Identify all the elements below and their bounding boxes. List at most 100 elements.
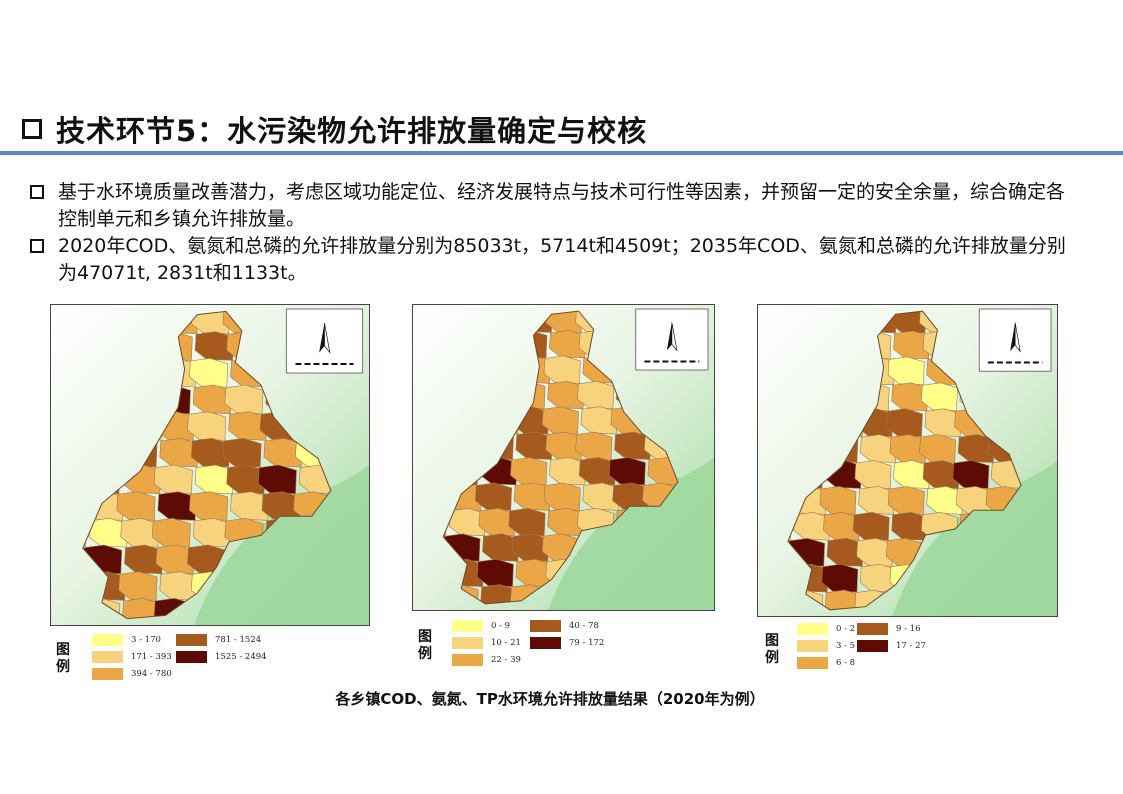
map-frame — [757, 304, 1058, 617]
township-region — [893, 460, 931, 489]
township-region — [819, 486, 857, 515]
legend-swatch — [176, 651, 207, 663]
legend-item: 1525 - 2494 — [176, 651, 267, 663]
legend-label: 781 - 1524 — [215, 635, 262, 645]
township-region — [153, 464, 193, 495]
township-region — [476, 558, 514, 587]
legend-swatch — [530, 637, 561, 649]
legend-swatch — [452, 654, 483, 666]
legend-label: 0 - 9 — [491, 621, 511, 631]
legend-item: 79 - 172 — [530, 637, 604, 649]
township-region — [151, 517, 191, 548]
township-region — [920, 382, 958, 412]
map-legend: 图例 3 - 170 171 - 393 394 - 780 781 - 152… — [50, 626, 370, 682]
legend-item: 0 - 2 — [797, 623, 855, 635]
township-region — [856, 537, 894, 567]
legend-item: 171 - 393 — [92, 651, 172, 663]
township-region — [222, 437, 262, 468]
legend-swatch — [452, 620, 483, 632]
township-region — [187, 411, 227, 441]
legend-swatch — [452, 637, 483, 649]
township-region — [577, 380, 615, 410]
legend-item: 9 - 16 — [857, 623, 921, 635]
township-region — [885, 408, 923, 437]
township-region — [893, 330, 931, 360]
north-arrow-icon — [978, 308, 1052, 372]
bullet-square-icon — [30, 239, 44, 253]
township-region — [448, 507, 486, 537]
legend-item: 394 - 780 — [92, 668, 172, 680]
map-panel-cod: 图例 3 - 170 171 - 393 394 - 780 781 - 152… — [50, 304, 370, 682]
township-region — [443, 507, 447, 537]
map-frame — [50, 304, 370, 626]
legend-item: 40 - 78 — [530, 620, 599, 632]
township-region — [224, 384, 264, 415]
township-region — [226, 464, 266, 495]
township-region — [793, 511, 831, 541]
township-region — [157, 491, 197, 521]
legend-label: 3 - 5 — [836, 641, 856, 651]
township-region — [547, 380, 585, 410]
township-region — [82, 517, 87, 548]
township-region — [578, 457, 617, 486]
region-map — [51, 305, 369, 625]
legend-swatch — [797, 623, 828, 635]
legend-label: 10 - 21 — [491, 638, 521, 648]
legend-item: 17 - 27 — [857, 640, 926, 652]
map-legend: 图例 0 - 9 10 - 21 22 - 39 40 - 78 79 - 17… — [412, 611, 715, 672]
township-region — [118, 571, 158, 601]
township-region — [510, 457, 548, 486]
township-region — [508, 507, 546, 537]
region-boundary — [787, 310, 1022, 611]
township-region — [852, 511, 890, 541]
township-region — [515, 431, 553, 460]
township-region — [482, 533, 520, 562]
north-arrow-icon — [285, 308, 364, 374]
township-region — [543, 482, 581, 511]
township-region — [192, 384, 232, 415]
township-region — [854, 460, 892, 489]
legend-item: 22 - 39 — [452, 654, 521, 666]
township-region — [543, 355, 581, 384]
legend-label: 17 - 27 — [896, 641, 926, 651]
township-region — [545, 431, 583, 460]
hill-shade — [194, 465, 369, 625]
township-region — [513, 482, 551, 511]
bullet-text: 基于水环境质量改善潜力，考虑区域功能定位、经济发展特点与技术可行性等因素，并预留… — [58, 181, 1066, 230]
township-region — [608, 457, 646, 486]
township-region — [821, 563, 859, 593]
region-boundary — [442, 310, 679, 605]
legend-label: 79 - 172 — [569, 638, 605, 648]
legend-swatch — [176, 634, 207, 646]
township-region — [549, 457, 587, 486]
legend-swatch — [797, 640, 828, 652]
legend-label: 0 - 2 — [836, 624, 856, 634]
township-region — [926, 486, 964, 515]
legend-swatch — [92, 668, 123, 680]
legend-swatch — [92, 634, 123, 646]
legend-item: 781 - 1524 — [176, 634, 261, 646]
township-region — [257, 464, 297, 495]
township-region — [787, 511, 792, 541]
legend-item: 3 - 5 — [797, 640, 855, 652]
township-region — [614, 431, 652, 460]
legend-label: 9 - 16 — [896, 624, 921, 634]
legend-label: 1525 - 2494 — [215, 652, 267, 662]
figure-caption: 各乡镇COD、氨氮、TP水环境允许排放量结果（2020年为例） — [335, 690, 765, 708]
township-region — [922, 460, 960, 489]
township-region — [957, 434, 995, 463]
region-boundary — [82, 310, 332, 620]
township-region — [228, 411, 268, 441]
township-region — [194, 331, 234, 361]
township-region — [120, 517, 160, 548]
legend-swatch — [857, 640, 888, 652]
slide-title: 技术环节5：水污染物允许排放量确定与校核 — [22, 108, 647, 150]
legend-swatch — [857, 623, 888, 635]
bullet-item: 2020年COD、氨氮和总磷的允许排放量分别为85033t，5714t和4509… — [30, 233, 1068, 287]
title-text: 技术环节5：水污染物允许排放量确定与校核 — [56, 114, 648, 148]
township-region — [952, 460, 990, 489]
township-region — [541, 406, 579, 435]
township-region — [859, 434, 897, 463]
township-region — [116, 491, 156, 521]
township-region — [919, 434, 957, 463]
